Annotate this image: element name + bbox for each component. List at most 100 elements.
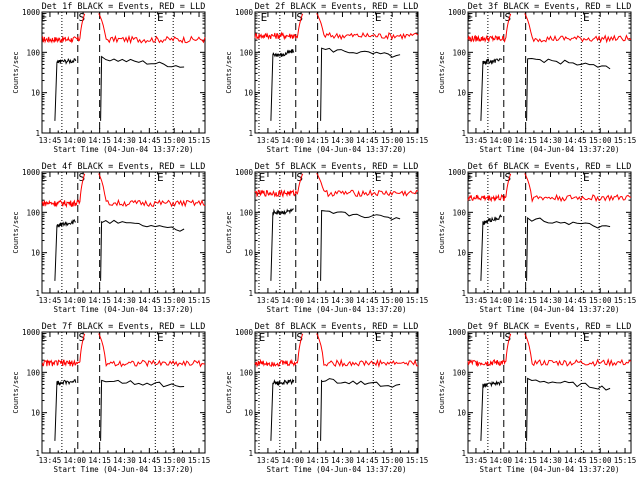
x-tick-label: 15:00 [589, 456, 612, 465]
x-tick-label: 15:00 [589, 296, 612, 305]
x-tick-label: 14:30 [113, 456, 136, 465]
x-axis-label: Start Time (04-Jun-04 13:37:20) [480, 465, 620, 474]
x-tick-label: 15:00 [163, 136, 186, 145]
panel-title: Det 3f BLACK = Events, RED = LLD [468, 2, 632, 12]
panel-det-6: Det 6f BLACK = Events, RED = LLD 1 10 100 10… [438, 162, 636, 314]
plot-frame [41, 331, 206, 454]
start-marker: S [504, 331, 511, 344]
x-tick-label: 14:00 [490, 136, 513, 145]
y-tick-label: 100 [452, 368, 466, 377]
events-series [100, 219, 185, 281]
x-tick-label: 14:15 [88, 136, 111, 145]
y-tick-label: 1 [461, 289, 466, 298]
start-marker: S [78, 331, 85, 344]
end-marker-left: E [261, 11, 268, 24]
x-axis-label: Start Time (04-Jun-04 13:37:20) [54, 305, 194, 314]
y-tick-label: 1000 [22, 168, 41, 177]
y-axis-label: Counts/sec [225, 51, 233, 93]
y-tick-label: 1000 [235, 328, 254, 337]
x-tick-label: 14:15 [514, 296, 537, 305]
y-tick-label: 100 [26, 208, 40, 217]
x-tick-label: 15:15 [406, 296, 429, 305]
plot-frame [41, 11, 206, 134]
lld-series [98, 333, 206, 368]
x-tick-label: 14:30 [331, 296, 354, 305]
end-marker-right: E [583, 11, 590, 24]
x-tick-label: 14:15 [88, 296, 111, 305]
y-tick-label: 1000 [22, 8, 41, 17]
x-tick-label: 13:45 [465, 136, 488, 145]
events-series [270, 208, 294, 281]
events-series [270, 378, 295, 441]
events-series [526, 216, 611, 281]
end-marker-right: E [375, 331, 382, 344]
panel-title: Det 4f BLACK = Events, RED = LLD [42, 162, 206, 172]
x-axis-label: Start Time (04-Jun-04 13:37:20) [267, 145, 407, 154]
lld-series [316, 173, 419, 198]
panel-title: Det 1f BLACK = Events, RED = LLD [42, 2, 206, 12]
x-tick-label: 14:45 [138, 296, 161, 305]
y-tick-label: 1 [248, 289, 253, 298]
lld-series [316, 333, 419, 369]
start-marker: S [504, 171, 511, 184]
end-marker-left: E [259, 171, 266, 184]
y-tick-label: 10 [244, 249, 254, 258]
y-tick-label: 100 [239, 368, 253, 377]
start-marker: S [504, 11, 511, 24]
y-tick-label: 100 [452, 208, 466, 217]
y-tick-label: 10 [244, 89, 254, 98]
events-series [100, 379, 185, 441]
start-marker: S [296, 11, 303, 24]
lld-series [467, 173, 512, 203]
lld-series [524, 13, 632, 44]
y-axis-label: Counts/sec [438, 371, 446, 413]
end-marker-left: E [41, 171, 48, 184]
x-axis-label: Start Time (04-Jun-04 13:37:20) [54, 465, 194, 474]
y-tick-label: 1 [35, 129, 40, 138]
y-tick-label: 10 [31, 89, 41, 98]
y-tick-label: 100 [26, 368, 40, 377]
y-tick-label: 10 [457, 409, 467, 418]
y-tick-label: 10 [457, 249, 467, 258]
end-marker-right: E [583, 171, 590, 184]
lld-series [467, 333, 512, 368]
x-tick-label: 14:30 [331, 136, 354, 145]
x-tick-label: 14:45 [564, 456, 587, 465]
start-marker: S [78, 11, 85, 24]
end-marker-right: E [157, 171, 164, 184]
y-tick-label: 10 [457, 89, 467, 98]
events-series [54, 378, 77, 441]
x-tick-label: 15:15 [188, 136, 211, 145]
x-tick-label: 14:00 [64, 296, 87, 305]
x-tick-label: 15:00 [381, 136, 404, 145]
plot-frame [467, 331, 632, 454]
y-tick-label: 1000 [235, 8, 254, 17]
y-tick-label: 1 [35, 449, 40, 458]
y-tick-label: 1 [248, 129, 253, 138]
x-tick-label: 14:15 [306, 296, 329, 305]
lld-series [41, 173, 86, 209]
x-tick-label: 15:00 [589, 136, 612, 145]
plot-frame [467, 11, 632, 134]
events-series [320, 47, 401, 121]
end-marker-left: E [41, 331, 48, 344]
y-tick-label: 1 [248, 449, 253, 458]
lld-series [41, 13, 86, 44]
y-tick-label: 10 [31, 249, 41, 258]
plot-frame [41, 171, 206, 294]
x-tick-label: 15:15 [406, 456, 429, 465]
events-series [320, 378, 401, 441]
events-series [54, 219, 76, 281]
end-marker-right: E [375, 171, 382, 184]
end-marker-right: E [375, 11, 382, 24]
events-series [480, 58, 503, 121]
x-tick-label: 14:45 [356, 296, 379, 305]
x-tick-label: 13:45 [39, 136, 62, 145]
start-marker: S [78, 171, 85, 184]
panel-det-7: Det 7f BLACK = Events, RED = LLD 1 10 100 10… [12, 322, 210, 474]
end-marker-left: E [259, 331, 266, 344]
x-tick-label: 14:15 [514, 136, 537, 145]
panel-det-2: Det 2f BLACK = Events, RED = LLD 1 10 100 10… [225, 2, 428, 154]
lld-series [98, 173, 206, 208]
x-tick-label: 14:15 [306, 136, 329, 145]
